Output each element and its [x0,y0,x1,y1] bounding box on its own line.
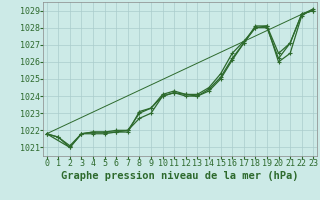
X-axis label: Graphe pression niveau de la mer (hPa): Graphe pression niveau de la mer (hPa) [61,171,299,181]
